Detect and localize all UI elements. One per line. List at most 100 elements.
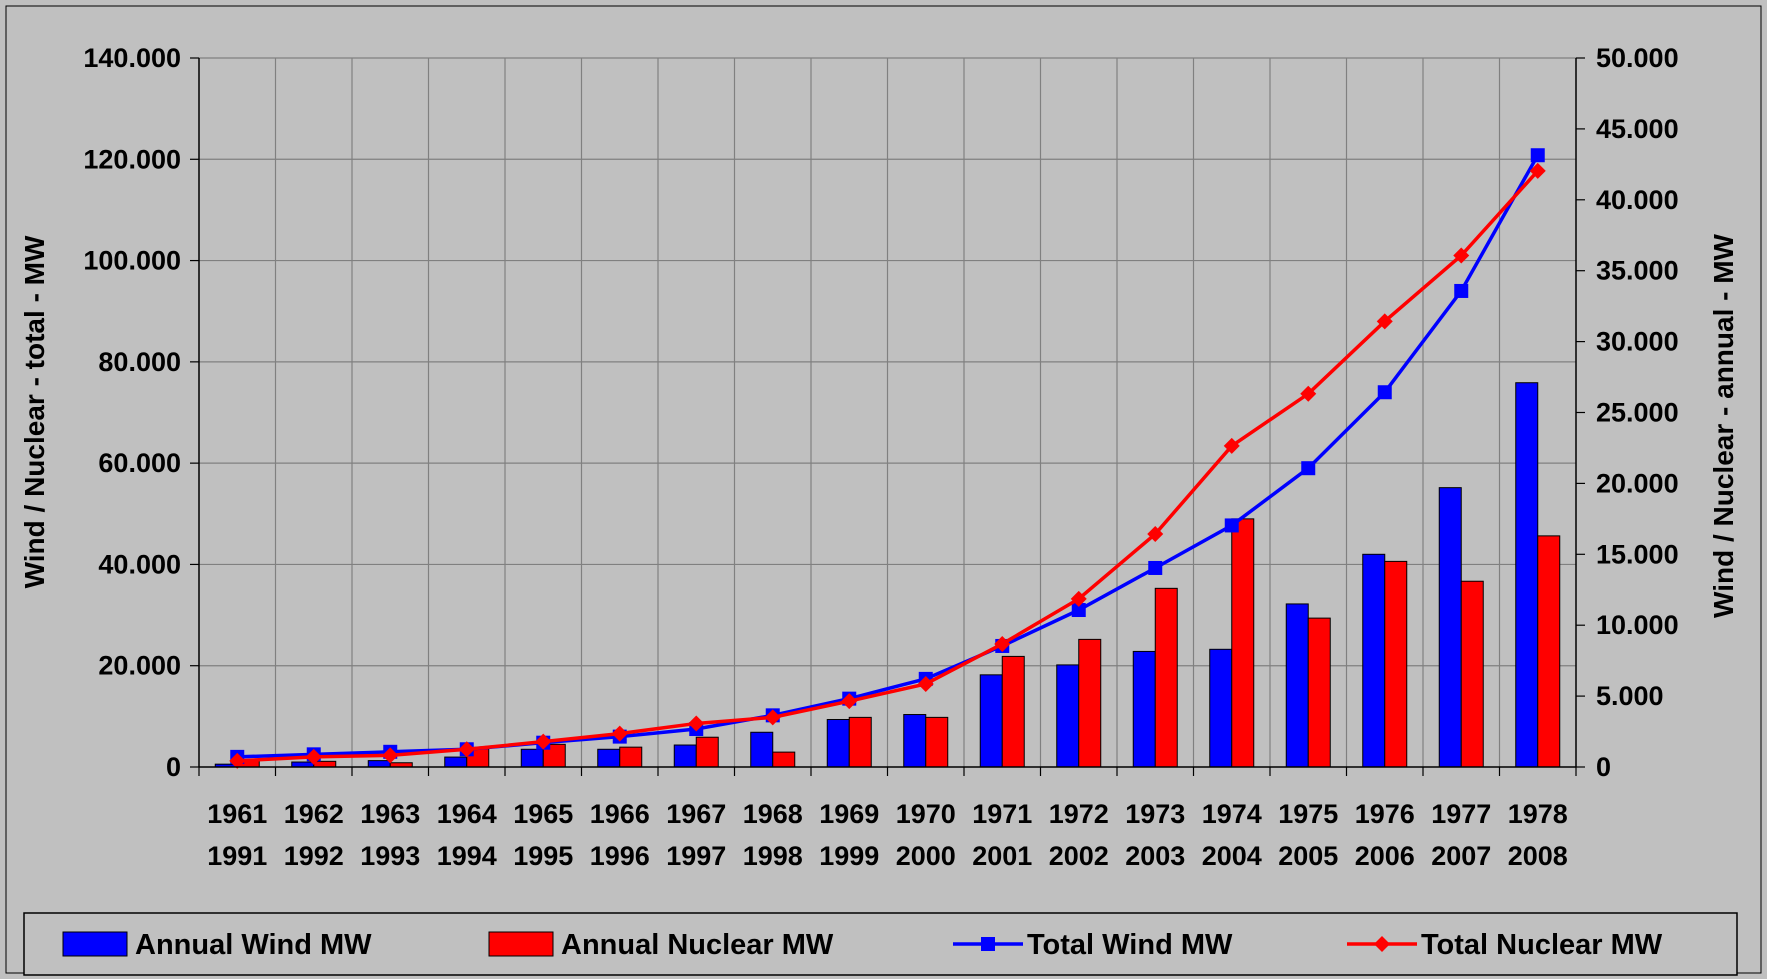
lines [229, 148, 1546, 769]
y-tick-label-left: 80.000 [98, 347, 181, 377]
x-tick-label: 1972 [1049, 799, 1109, 829]
bar-annual-nuclear [695, 736, 719, 768]
point-total-wind [1071, 603, 1086, 618]
point-total-nuclear [229, 752, 246, 769]
y-tick-label-left: 60.000 [98, 448, 181, 478]
bar-annual-nuclear [1307, 617, 1331, 768]
legend-swatch-annual-wind-mw [62, 931, 128, 957]
legend-marker-total-wind-mw [981, 937, 995, 951]
y-tick-label-right: 20.000 [1596, 468, 1679, 498]
y-tick-label-left: 40.000 [98, 549, 181, 579]
y-tick-label-right: 15.000 [1596, 539, 1679, 569]
y-tick-label-right: 45.000 [1596, 114, 1679, 144]
point-total-wind [1224, 518, 1239, 533]
bar-annual-wind [826, 718, 850, 768]
axes [190, 57, 1585, 776]
bar-annual-nuclear [313, 760, 337, 768]
bar-annual-nuclear [1231, 518, 1255, 768]
bar-annual-nuclear [1001, 655, 1025, 768]
y-tick-label-left: 100.000 [83, 246, 181, 276]
x-tick-label: 1961 [207, 799, 267, 829]
x-tick-label: 1976 [1355, 799, 1415, 829]
legend: Annual Wind MW Annual Nuclear MW Total Win… [23, 912, 1738, 976]
tick-labels: 0 20.000 40.000 60.000 80.000 100.000 120.000 1… [83, 43, 1678, 871]
bar-annual-nuclear [925, 716, 949, 768]
bar-annual-nuclear [1537, 535, 1561, 768]
bar-annual-wind [597, 748, 621, 768]
x-tick-label: 1973 [1125, 799, 1185, 829]
y-tick-label-right: 5.000 [1596, 681, 1664, 711]
bar-annual-nuclear [1078, 638, 1102, 768]
bar-annual-wind [1438, 487, 1462, 768]
point-total-nuclear [917, 675, 934, 692]
x-tick-label: 1966 [590, 799, 650, 829]
point-total-wind [1148, 560, 1163, 575]
point-total-nuclear [305, 748, 322, 765]
legend-box [23, 912, 1738, 976]
y-axis-right-title: Wind / Nuclear - annual - MW [1708, 233, 1739, 618]
point-total-nuclear [1147, 526, 1164, 543]
legend-marker-total-nuclear-mw [1374, 936, 1390, 952]
y-tick-label-right: 30.000 [1596, 327, 1679, 357]
bar-annual-wind [903, 714, 927, 768]
x-tick-label: 2006 [1355, 841, 1415, 871]
bars [214, 382, 1561, 768]
y-tick-label-right: 50.000 [1596, 43, 1679, 73]
point-total-nuclear [1223, 437, 1240, 454]
point-total-nuclear [1376, 313, 1393, 330]
point-total-wind [1301, 461, 1316, 476]
x-tick-label: 1967 [666, 799, 726, 829]
point-total-wind [1454, 283, 1469, 298]
legend-label-annual-wind-mw: Annual Wind MW [135, 929, 372, 961]
y-tick-label-right: 35.000 [1596, 256, 1679, 286]
point-total-nuclear [1529, 162, 1546, 179]
bar-annual-wind [750, 731, 774, 768]
x-tick-label: 1968 [743, 799, 803, 829]
x-tick-label: 1971 [972, 799, 1032, 829]
line-total-nuclear [237, 169, 1540, 763]
x-tick-label: 1991 [207, 841, 267, 871]
x-tick-label: 2003 [1125, 841, 1185, 871]
x-tick-label: 1962 [284, 799, 344, 829]
y-tick-label-right: 10.000 [1596, 610, 1679, 640]
y-tick-label-left: 0 [166, 752, 181, 782]
point-total-nuclear [535, 733, 552, 750]
x-tick-label: 1993 [360, 841, 420, 871]
bar-annual-nuclear [772, 751, 796, 768]
x-tick-label: 1992 [284, 841, 344, 871]
bar-annual-wind [444, 756, 468, 768]
legend-swatch-annual-nuclear-mw [488, 931, 554, 957]
bar-annual-nuclear [1384, 560, 1408, 768]
x-tick-label: 1963 [360, 799, 420, 829]
y-tick-label-left: 140.000 [83, 43, 181, 73]
x-tick-label: 2001 [972, 841, 1032, 871]
x-tick-label: 1999 [819, 841, 879, 871]
bar-annual-wind [673, 744, 697, 768]
x-tick-label: 1975 [1278, 799, 1338, 829]
bar-annual-nuclear [848, 716, 872, 768]
bar-annual-wind [1056, 664, 1080, 768]
y-axis-left-title: Wind / Nuclear - total - MW [19, 235, 50, 588]
bar-annual-wind [520, 748, 544, 768]
x-tick-label: 2007 [1431, 841, 1491, 871]
bar-annual-wind [1362, 553, 1386, 768]
bar-annual-wind [1209, 648, 1233, 768]
x-tick-label: 1964 [437, 799, 497, 829]
point-total-nuclear [688, 715, 705, 732]
x-tick-label: 1995 [513, 841, 573, 871]
point-total-nuclear [1070, 590, 1087, 607]
x-tick-label: 1994 [437, 841, 497, 871]
x-tick-label: 1977 [1431, 799, 1491, 829]
bar-annual-wind [1132, 650, 1156, 768]
x-tick-label: 2004 [1202, 841, 1262, 871]
point-total-wind [1377, 385, 1392, 400]
bar-annual-nuclear [1154, 587, 1178, 768]
point-total-nuclear [764, 709, 781, 726]
y-tick-label-right: 40.000 [1596, 185, 1679, 215]
x-tick-label: 2000 [896, 841, 956, 871]
y-tick-label-right: 0 [1596, 752, 1611, 782]
x-tick-label: 2002 [1049, 841, 1109, 871]
point-total-nuclear [1300, 385, 1317, 402]
x-tick-label: 2008 [1508, 841, 1568, 871]
